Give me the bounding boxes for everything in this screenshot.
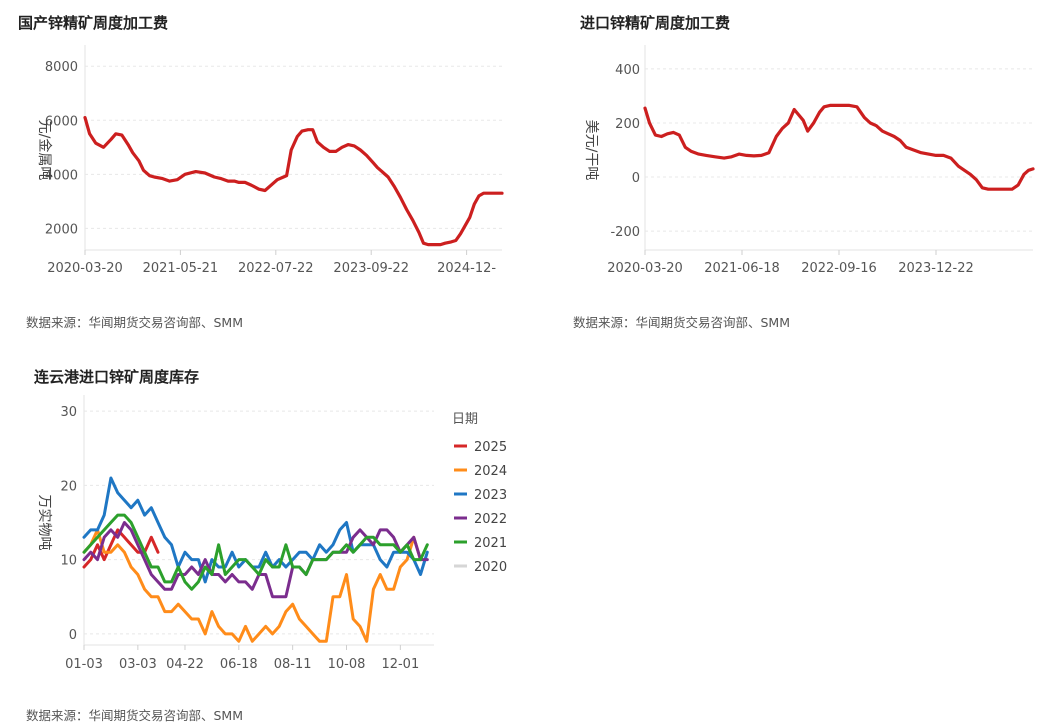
x-tick-label: 2022-09-16 [801, 261, 877, 276]
series-line-2023 [82, 476, 429, 584]
x-tick-label: 2023-12-22 [898, 261, 974, 276]
y-tick-label: 400 [615, 63, 640, 78]
y-tick-label: 0 [632, 171, 640, 186]
legend-label-2023: 2023 [474, 488, 507, 503]
y-tick-label: 2000 [45, 222, 78, 237]
y-tick-label: 30 [60, 405, 77, 420]
y-tick-label: 6000 [45, 114, 78, 129]
data-source: 数据来源：华闻期货交易咨询部、SMM [26, 315, 244, 330]
legend-label-2024: 2024 [474, 464, 507, 479]
series-line-2024 [82, 528, 422, 643]
x-tick-label: 06-18 [220, 657, 258, 672]
line-chart-import-tc: -200 0 200 400 2020-03-20 2021-06-18 2022-09-1… [583, 45, 1035, 276]
y-tick-label: 8000 [45, 60, 78, 75]
x-tick-label: 01-03 [65, 657, 103, 672]
y-tick-label: 0 [69, 628, 77, 643]
legend-label-2020: 2020 [474, 560, 507, 575]
legend-label-2025: 2025 [474, 440, 507, 455]
y-tick-label: 10 [60, 554, 77, 569]
x-tick-label: 2020-03-20 [47, 261, 123, 276]
data-source: 数据来源：华闻期货交易咨询部、SMM [26, 708, 244, 723]
y-tick-label: 20 [60, 479, 77, 494]
chart-panel-domestic-tc: 国产锌精矿周度加工费 2000 4000 6000 8000 2020-03-20 202… [0, 0, 525, 345]
data-source: 数据来源：华闻期货交易咨询部、SMM [573, 315, 791, 330]
chart-panel-import-tc: 进口锌精矿周度加工费 -200 0 200 400 2020-03-20 2021-06-… [525, 0, 1050, 345]
series-line [83, 115, 504, 247]
x-tick-label: 08-11 [274, 657, 312, 672]
x-tick-label: 2021-05-21 [143, 261, 219, 276]
series-line-2021 [82, 513, 429, 591]
y-tick-label: -200 [610, 225, 640, 240]
x-tick-label: 03-03 [119, 657, 157, 672]
legend-title: 日期 [452, 412, 478, 427]
chart-panel-port-inventory: 连云港进口锌矿周度库存 0 10 20 30 01-03 03-03 04-22 06-18 0… [0, 350, 525, 728]
legend-label-2022: 2022 [474, 512, 507, 527]
x-tick-label: 2024-12- [437, 261, 496, 276]
y-axis-label: 元/金属吨 [36, 120, 52, 181]
line-chart-port-inventory: 0 10 20 30 01-03 03-03 04-22 06-18 08-11 10-08 12-… [36, 395, 507, 672]
y-axis-label: 美元/干吨 [583, 120, 599, 181]
chart-title: 连云港进口锌矿周度库存 [34, 368, 200, 386]
x-tick-label: 04-22 [166, 657, 204, 672]
legend-label-2021: 2021 [474, 536, 507, 551]
x-tick-label: 10-08 [328, 657, 366, 672]
series-line [643, 103, 1035, 191]
line-chart-domestic-tc: 2000 4000 6000 8000 2020-03-20 2021-05-21 2022… [36, 45, 504, 276]
y-axis-label: 万实物吨 [36, 495, 52, 551]
x-tick-label: 2022-07-22 [238, 261, 314, 276]
x-tick-label: 2020-03-20 [607, 261, 683, 276]
chart-title: 进口锌精矿周度加工费 [580, 14, 731, 32]
x-tick-label: 2023-09-22 [333, 261, 409, 276]
chart-title: 国产锌精矿周度加工费 [18, 14, 169, 32]
y-tick-label: 4000 [45, 168, 78, 183]
series-line-2022 [82, 521, 429, 599]
series-line-2025 [82, 528, 160, 569]
x-tick-label: 12-01 [381, 657, 419, 672]
x-tick-label: 2021-06-18 [704, 261, 780, 276]
y-tick-label: 200 [615, 117, 640, 132]
